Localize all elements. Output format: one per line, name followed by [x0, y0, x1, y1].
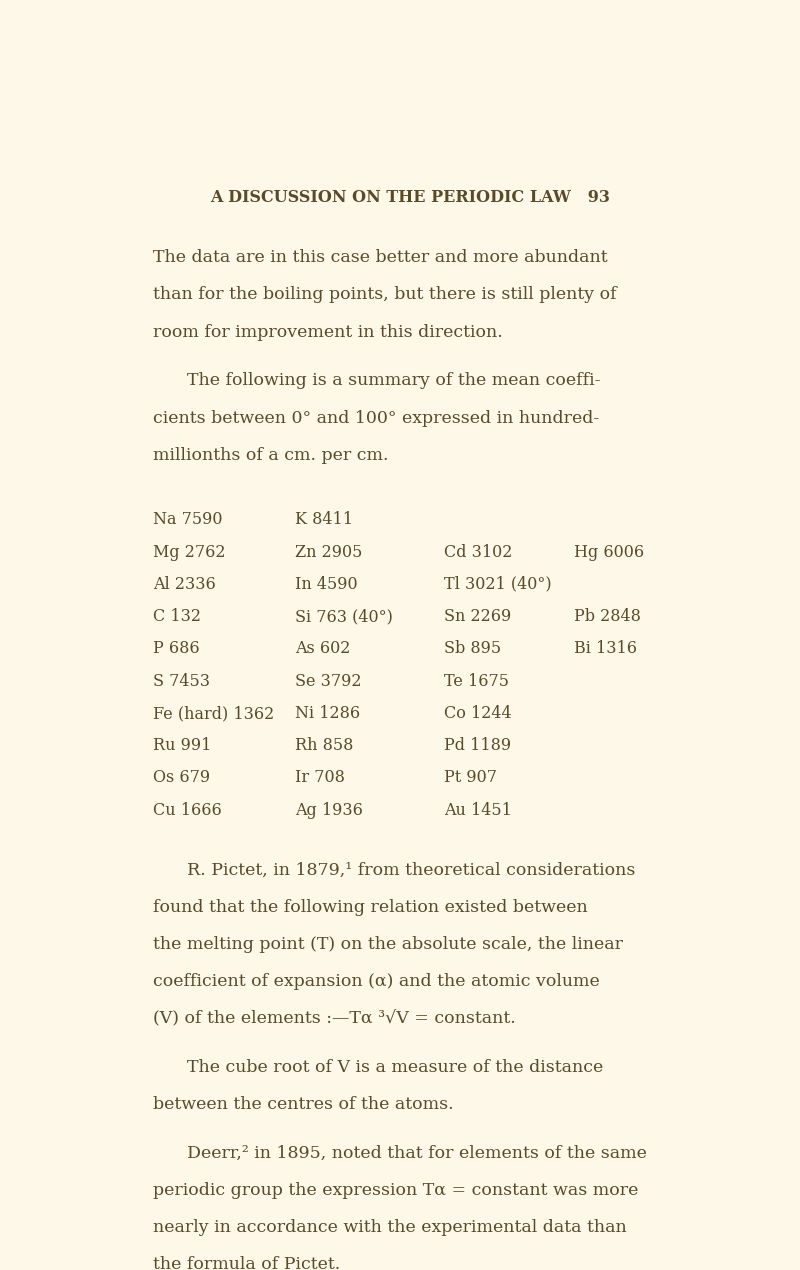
- Text: Pt 907: Pt 907: [444, 770, 497, 786]
- Text: In 4590: In 4590: [295, 575, 358, 593]
- Text: Ag 1936: Ag 1936: [295, 801, 363, 819]
- Text: As 602: As 602: [295, 640, 350, 658]
- Text: Ni 1286: Ni 1286: [295, 705, 361, 721]
- Text: the formula of Pictet.: the formula of Pictet.: [153, 1256, 340, 1270]
- Text: Mg 2762: Mg 2762: [153, 544, 226, 560]
- Text: Pd 1189: Pd 1189: [444, 737, 511, 754]
- Text: Sb 895: Sb 895: [444, 640, 502, 658]
- Text: Fe (hard) 1362: Fe (hard) 1362: [153, 705, 274, 721]
- Text: Tl 3021 (40°): Tl 3021 (40°): [444, 575, 552, 593]
- Text: R. Pictet, in 1879,¹ from theoretical considerations: R. Pictet, in 1879,¹ from theoretical co…: [187, 861, 635, 879]
- Text: Bi 1316: Bi 1316: [574, 640, 638, 658]
- Text: Ru 991: Ru 991: [153, 737, 211, 754]
- Text: Ir 708: Ir 708: [295, 770, 345, 786]
- Text: Co 1244: Co 1244: [444, 705, 512, 721]
- Text: Cu 1666: Cu 1666: [153, 801, 222, 819]
- Text: S 7453: S 7453: [153, 673, 210, 690]
- Text: found that the following relation existed between: found that the following relation existe…: [153, 899, 587, 916]
- Text: coefficient of expansion (α) and the atomic volume: coefficient of expansion (α) and the ato…: [153, 973, 599, 989]
- Text: The following is a summary of the mean coeffi-: The following is a summary of the mean c…: [187, 372, 600, 390]
- Text: P 686: P 686: [153, 640, 199, 658]
- Text: A DISCUSSION ON THE PERIODIC LAW   93: A DISCUSSION ON THE PERIODIC LAW 93: [210, 188, 610, 206]
- Text: Hg 6006: Hg 6006: [574, 544, 645, 560]
- Text: The cube root of V is a measure of the distance: The cube root of V is a measure of the d…: [187, 1059, 603, 1076]
- Text: Cd 3102: Cd 3102: [444, 544, 513, 560]
- Text: Na 7590: Na 7590: [153, 512, 222, 528]
- Text: Au 1451: Au 1451: [444, 801, 512, 819]
- Text: Zn 2905: Zn 2905: [295, 544, 362, 560]
- Text: Si 763 (40°): Si 763 (40°): [295, 608, 393, 625]
- Text: Te 1675: Te 1675: [444, 673, 509, 690]
- Text: K 8411: K 8411: [295, 512, 354, 528]
- Text: Al 2336: Al 2336: [153, 575, 215, 593]
- Text: Sn 2269: Sn 2269: [444, 608, 511, 625]
- Text: periodic group the expression Tα = constant was more: periodic group the expression Tα = const…: [153, 1182, 638, 1199]
- Text: (V) of the elements :—Tα ³√V = constant.: (V) of the elements :—Tα ³√V = constant.: [153, 1010, 515, 1027]
- Text: Os 679: Os 679: [153, 770, 210, 786]
- Text: Pb 2848: Pb 2848: [574, 608, 641, 625]
- Text: cients between 0° and 100° expressed in hundred-: cients between 0° and 100° expressed in …: [153, 410, 599, 427]
- Text: than for the boiling points, but there is still plenty of: than for the boiling points, but there i…: [153, 286, 616, 304]
- Text: Deerr,² in 1895, noted that for elements of the same: Deerr,² in 1895, noted that for elements…: [187, 1146, 646, 1162]
- Text: C 132: C 132: [153, 608, 201, 625]
- Text: Rh 858: Rh 858: [295, 737, 354, 754]
- Text: room for improvement in this direction.: room for improvement in this direction.: [153, 324, 502, 340]
- Text: between the centres of the atoms.: between the centres of the atoms.: [153, 1096, 454, 1113]
- Text: nearly in accordance with the experimental data than: nearly in accordance with the experiment…: [153, 1219, 626, 1236]
- Text: The data are in this case better and more abundant: The data are in this case better and mor…: [153, 249, 607, 267]
- Text: the melting point (T) on the absolute scale, the linear: the melting point (T) on the absolute sc…: [153, 936, 622, 952]
- Text: millionths of a cm. per cm.: millionths of a cm. per cm.: [153, 447, 388, 464]
- Text: Se 3792: Se 3792: [295, 673, 362, 690]
